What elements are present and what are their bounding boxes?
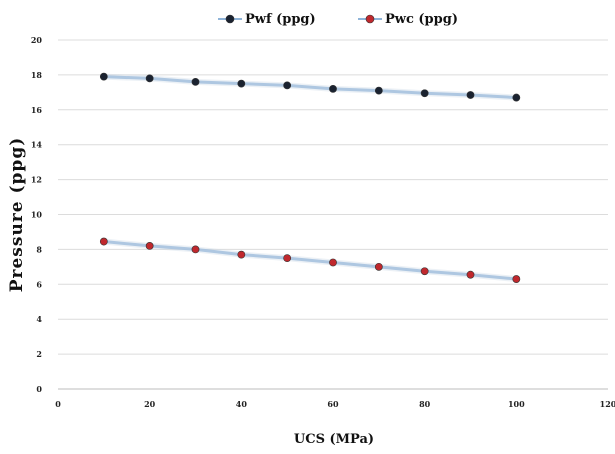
x-axis-label: UCS (MPa)	[294, 432, 374, 447]
data-point-1-6	[374, 262, 383, 271]
y-tick-label-2: 2	[36, 349, 42, 359]
x-tick-label-40: 40	[236, 399, 248, 409]
data-point-0-9	[512, 93, 521, 102]
y-tick-label-0: 0	[36, 384, 42, 394]
data-point-1-7	[420, 267, 429, 276]
data-point-1-5	[329, 258, 337, 267]
y-tick-label-16: 16	[31, 105, 43, 115]
data-point-0-7	[420, 89, 429, 98]
data-point-1-8	[466, 270, 475, 279]
legend-marker-0	[225, 14, 235, 24]
legend-label-0: Pwf (ppg)	[245, 12, 316, 27]
data-point-1-9	[512, 275, 521, 283]
y-tick-label-12: 12	[31, 175, 42, 185]
data-point-0-4	[283, 81, 292, 90]
y-axis-label: Pressure (ppg)	[7, 137, 27, 293]
x-tick-label-80: 80	[419, 399, 431, 409]
series-line-0	[103, 75, 517, 100]
y-tick-label-10: 10	[31, 210, 43, 220]
gridlines	[58, 39, 608, 390]
y-tick-label-8: 8	[36, 244, 42, 254]
data-point-0-5	[329, 84, 337, 93]
series-line-1	[103, 240, 517, 281]
x-tick-label-20: 20	[144, 399, 156, 409]
y-tick-label-18: 18	[31, 70, 43, 80]
y-tick-label-14: 14	[31, 140, 43, 150]
data-point-1-1	[145, 242, 154, 250]
series-line-glow-0	[103, 73, 517, 101]
x-tick-labels: 0 20 40 60 80 100 120	[55, 399, 615, 409]
data-point-1-2	[191, 245, 200, 254]
legend-label-1: Pwc (ppg)	[385, 12, 458, 27]
legend: Pwf (ppg) Pwc (ppg)	[218, 12, 458, 27]
data-point-0-8	[466, 91, 475, 99]
y-tick-label-20: 20	[31, 35, 43, 45]
data-point-0-3	[237, 79, 246, 88]
data-point-0-6	[374, 86, 383, 95]
y-tick-labels: 0 2 4 6 8 10 12 14 16 18 20	[31, 35, 43, 394]
data-point-0-2	[191, 77, 200, 86]
data-series	[99, 72, 521, 283]
x-tick-label-0: 0	[55, 399, 61, 409]
x-tick-label-100: 100	[508, 399, 525, 409]
data-point-1-3	[237, 250, 246, 259]
data-point-1-0	[99, 237, 108, 246]
legend-marker-1	[365, 14, 375, 24]
data-point-0-0	[99, 72, 108, 81]
y-tick-label-4: 4	[36, 314, 42, 324]
x-tick-label-60: 60	[327, 399, 339, 409]
x-tick-label-120: 120	[600, 399, 615, 409]
data-point-0-1	[145, 74, 154, 83]
data-point-1-4	[283, 254, 292, 263]
series-line-glow-1	[103, 238, 517, 283]
y-tick-label-6: 6	[36, 279, 42, 289]
